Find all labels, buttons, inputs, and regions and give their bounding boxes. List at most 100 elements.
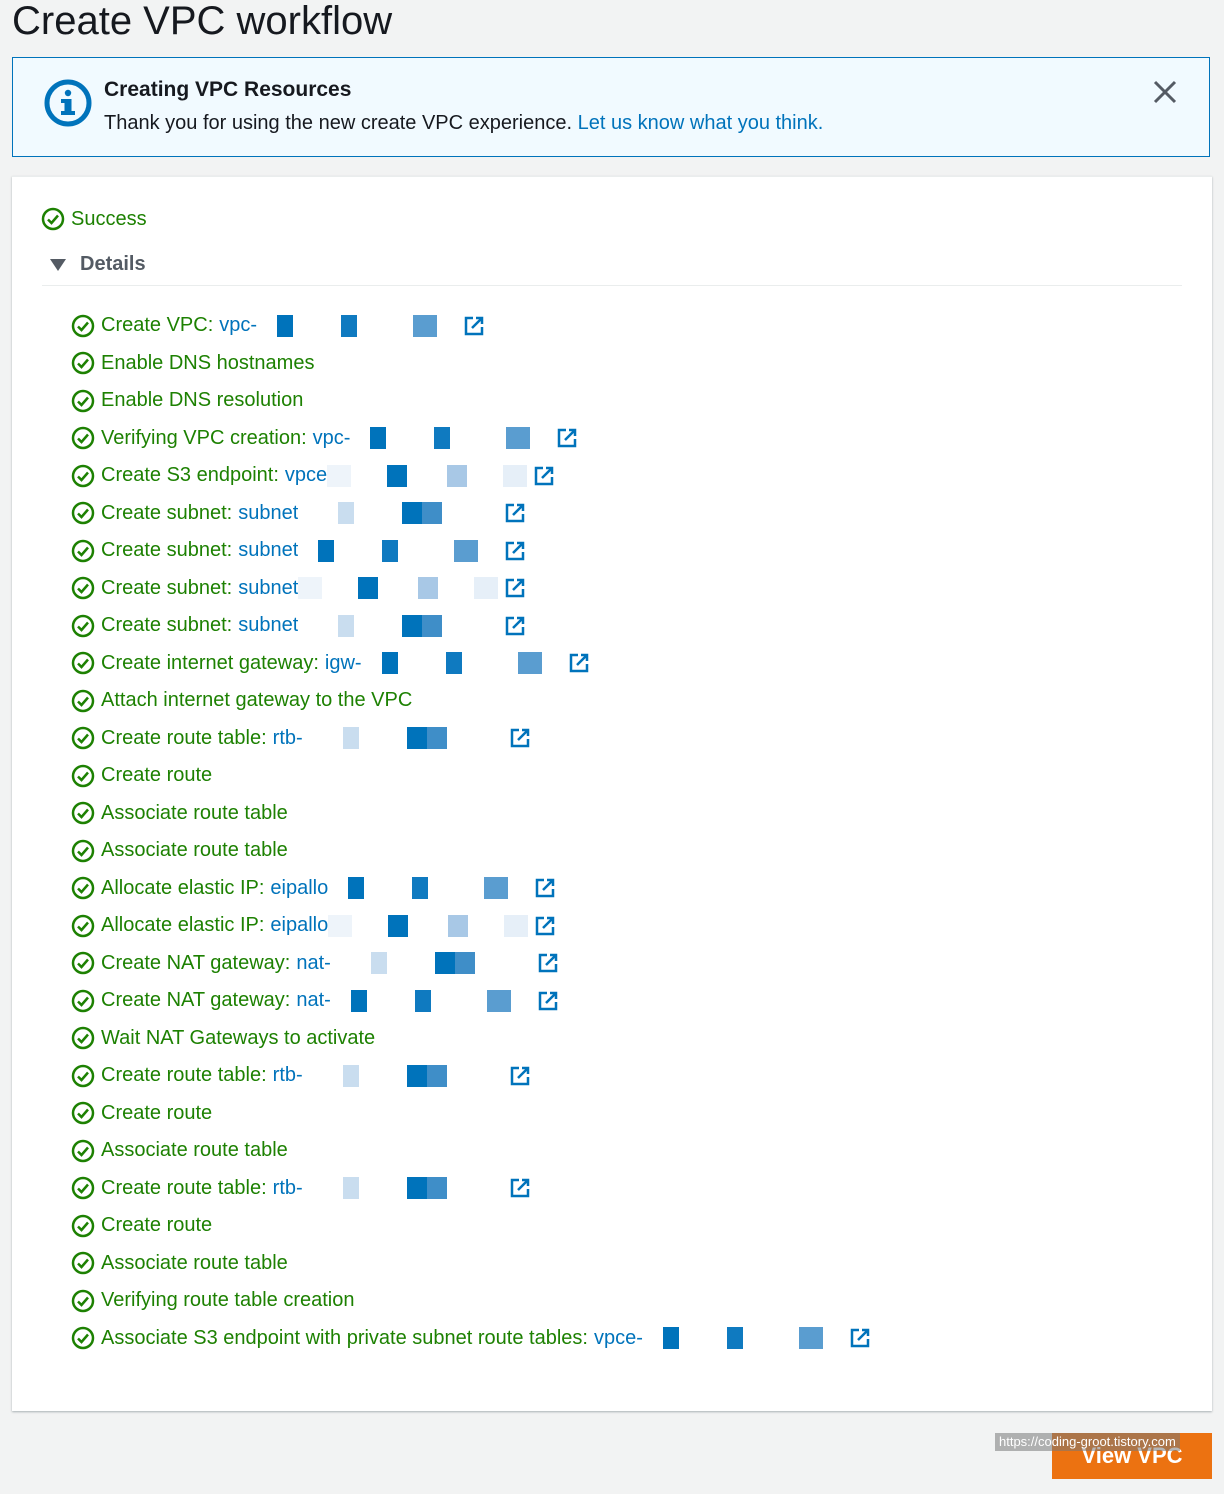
redacted-id xyxy=(330,989,531,1012)
workflow-step: Associate S3 endpoint with private subne… xyxy=(71,1320,871,1358)
resource-id-link[interactable]: vpce- xyxy=(593,1326,643,1349)
resource-id-link[interactable]: subnet xyxy=(238,614,299,637)
step-label: Create route xyxy=(101,1214,213,1237)
step-label: Create subnet: xyxy=(101,501,233,524)
workflow-step: Create route xyxy=(71,757,871,795)
details-expander[interactable]: Details xyxy=(50,253,146,276)
success-check-icon xyxy=(71,1177,95,1200)
step-label: Create route xyxy=(101,1101,213,1124)
success-check-icon xyxy=(71,914,95,937)
workflow-step: Associate route table xyxy=(71,832,871,870)
success-check-icon xyxy=(71,464,95,487)
workflow-step: Create NAT gateway: nat- xyxy=(71,982,871,1020)
resource-id-link[interactable]: nat- xyxy=(296,951,331,974)
step-label: Wait NAT Gateways to activate xyxy=(101,1026,376,1049)
resource-id-link[interactable]: vpc- xyxy=(312,426,351,449)
success-check-icon xyxy=(71,539,95,562)
success-check-icon xyxy=(71,689,95,712)
step-label: Create NAT gateway: xyxy=(101,989,291,1012)
success-check-icon xyxy=(71,577,95,600)
success-check-icon xyxy=(71,764,95,787)
flash-message-text: Thank you for using the new create VPC e… xyxy=(104,112,573,134)
success-check-icon xyxy=(71,1027,95,1050)
step-label: Create S3 endpoint: xyxy=(101,464,279,487)
watermark: https://coding-groot.tistory.com xyxy=(995,1433,1180,1451)
external-link-icon[interactable] xyxy=(849,1327,871,1349)
feedback-link[interactable]: Let us know what you think. xyxy=(577,112,824,134)
step-label: Create internet gateway: xyxy=(101,651,319,674)
external-link-icon[interactable] xyxy=(533,465,555,487)
external-link-icon[interactable] xyxy=(537,952,559,974)
redacted-id xyxy=(298,614,499,637)
step-label: Associate route table xyxy=(101,1251,288,1274)
redacted-id xyxy=(642,1327,843,1350)
external-link-icon[interactable] xyxy=(463,315,485,337)
workflow-step: Create route table: rtb- xyxy=(71,1170,871,1208)
success-check-icon xyxy=(71,1139,95,1162)
resource-id-link[interactable]: vpce xyxy=(284,464,328,487)
step-label: Create subnet: xyxy=(101,539,233,562)
step-label: Associate route table xyxy=(101,801,288,824)
resource-id-link[interactable]: eipallo xyxy=(270,876,329,899)
external-link-icon[interactable] xyxy=(504,577,526,599)
steps-list: Create VPC: vpc- Enable DNS hostnames Enabl… xyxy=(71,307,871,1357)
caret-down-icon xyxy=(50,258,66,271)
info-icon xyxy=(44,79,92,127)
workflow-step: Create VPC: vpc- xyxy=(71,307,871,345)
redacted-id xyxy=(328,914,529,937)
resource-id-link[interactable]: subnet xyxy=(238,539,299,562)
resource-id-link[interactable]: nat- xyxy=(296,989,331,1012)
external-link-icon[interactable] xyxy=(504,540,526,562)
workflow-step: Create route table: rtb- xyxy=(71,720,871,758)
step-label: Create route table: xyxy=(101,1176,267,1199)
external-link-icon[interactable] xyxy=(509,727,531,749)
step-label: Associate route table xyxy=(101,839,288,862)
workflow-card: Success Details Create VPC: vpc- Enable DN… xyxy=(12,176,1212,1411)
external-link-icon[interactable] xyxy=(556,427,578,449)
external-link-icon[interactable] xyxy=(537,990,559,1012)
external-link-icon[interactable] xyxy=(509,1177,531,1199)
workflow-step: Associate route table xyxy=(71,1132,871,1170)
resource-id-link[interactable]: vpc- xyxy=(219,314,258,337)
redacted-id xyxy=(302,1177,503,1200)
workflow-step: Allocate elastic IP: eipallo xyxy=(71,870,871,908)
workflow-step: Create subnet: subnet xyxy=(71,607,871,645)
close-icon[interactable] xyxy=(1151,78,1179,106)
redacted-id xyxy=(328,877,529,900)
external-link-icon[interactable] xyxy=(534,877,556,899)
external-link-icon[interactable] xyxy=(568,652,590,674)
success-check-icon xyxy=(71,502,95,525)
step-label: Associate route table xyxy=(101,1139,288,1162)
success-check-icon xyxy=(71,352,95,375)
step-label: Create route xyxy=(101,764,213,787)
workflow-step: Create route xyxy=(71,1095,871,1133)
resource-id-link[interactable]: eipallo xyxy=(270,914,329,937)
redacted-id xyxy=(257,314,458,337)
resource-id-link[interactable]: rtb- xyxy=(272,726,303,749)
workflow-step: Create S3 endpoint: vpce xyxy=(71,457,871,495)
step-label: Allocate elastic IP: xyxy=(101,876,265,899)
step-label: Associate S3 endpoint with private subne… xyxy=(101,1326,588,1349)
resource-id-link[interactable]: igw- xyxy=(324,651,362,674)
workflow-step: Enable DNS resolution xyxy=(71,382,871,420)
workflow-step: Create NAT gateway: nat- xyxy=(71,945,871,983)
external-link-icon[interactable] xyxy=(504,502,526,524)
resource-id-link[interactable]: subnet xyxy=(238,576,299,599)
resource-id-link[interactable]: subnet xyxy=(238,501,299,524)
redacted-id xyxy=(298,502,499,525)
redacted-id xyxy=(298,539,499,562)
step-label: Enable DNS resolution xyxy=(101,389,304,412)
workflow-step: Associate route table xyxy=(71,795,871,833)
success-check-icon xyxy=(71,427,95,450)
flash-title: Creating VPC Resources xyxy=(104,78,352,101)
workflow-step: Associate route table xyxy=(71,1245,871,1283)
external-link-icon[interactable] xyxy=(509,1065,531,1087)
resource-id-link[interactable]: rtb- xyxy=(272,1176,303,1199)
step-label: Create NAT gateway: xyxy=(101,951,291,974)
external-link-icon[interactable] xyxy=(534,915,556,937)
redacted-id xyxy=(350,427,551,450)
workflow-step: Allocate elastic IP: eipallo xyxy=(71,907,871,945)
resource-id-link[interactable]: rtb- xyxy=(272,1064,303,1087)
workflow-step: Attach internet gateway to the VPC xyxy=(71,682,871,720)
external-link-icon[interactable] xyxy=(504,615,526,637)
